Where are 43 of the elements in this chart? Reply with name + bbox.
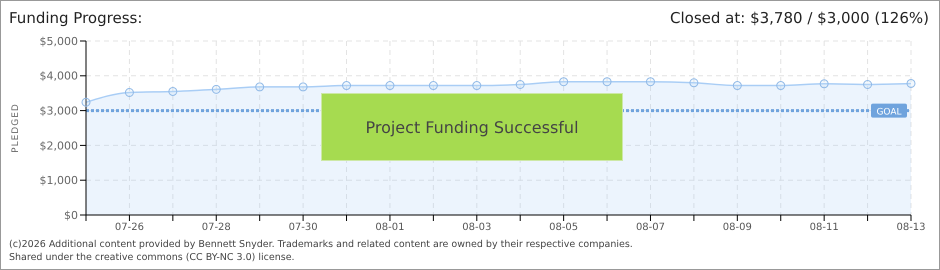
y-tick-label: $4,000 (40, 70, 78, 83)
point (559, 77, 568, 86)
point (646, 77, 655, 86)
text: (c)2026 Additional content provided by Bennett Snyder. Trademarks and related content are owned by their respective companies. (9, 238, 633, 251)
y-axis-title: PLEDGED (11, 103, 22, 153)
x-tick-label: 08-07 (636, 222, 666, 234)
point (689, 78, 698, 88)
text: Shared under the creative commons (CC BY-NC 3.0) license. (9, 251, 296, 264)
y-tick-label: $2,000 (40, 139, 78, 152)
point (602, 77, 612, 86)
y-tick-label: $5,000 (40, 34, 78, 48)
point (863, 80, 872, 89)
x-tick-label: 08-03 (462, 222, 492, 234)
point (385, 81, 394, 90)
x-tick-label: 08-05 (549, 222, 578, 234)
point (472, 81, 482, 90)
point (732, 81, 742, 90)
point (516, 80, 525, 89)
point (212, 84, 221, 94)
point (428, 81, 438, 90)
x-tick-label: 07-26 (114, 222, 144, 234)
y-tick-label: $3,000 (40, 104, 78, 118)
point (298, 82, 308, 92)
x-tick-label: 08-13 (896, 222, 926, 234)
point (255, 82, 264, 92)
chart-title: Funding Progress: (9, 9, 142, 27)
success-banner: Project Funding Successful (321, 93, 623, 161)
y-tick-label: $0 (64, 208, 78, 222)
point (82, 98, 90, 107)
x-tick-label: 08-11 (810, 222, 839, 234)
point (906, 78, 916, 88)
ref-line-label: GOAL (876, 108, 902, 118)
point (168, 86, 178, 96)
y-tick-label: $1,000 (40, 174, 78, 188)
point (776, 81, 786, 90)
point (820, 79, 829, 88)
x-tick-label: 07-30 (288, 222, 318, 234)
x-tick-label: 07-28 (202, 222, 231, 234)
text: Closed at: $3,780 / $3,000 (126%) (670, 9, 929, 27)
point (342, 81, 352, 90)
x-tick-label: 08-01 (375, 222, 404, 234)
x-tick-label: 08-09 (722, 222, 752, 234)
point (124, 88, 134, 98)
